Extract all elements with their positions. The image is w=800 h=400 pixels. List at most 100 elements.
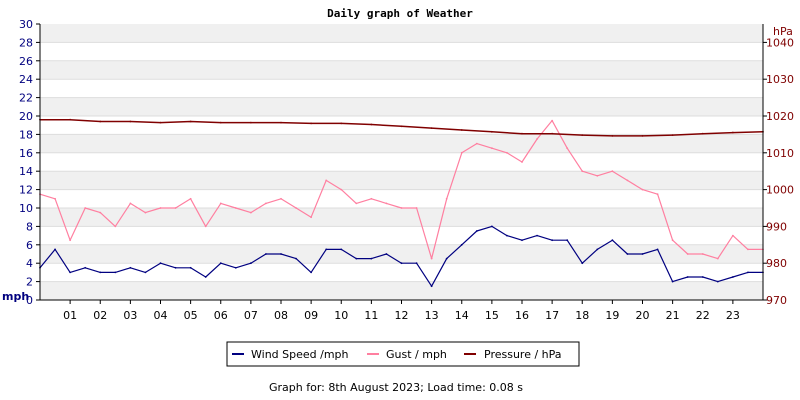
data-point-wind-speed-mph	[415, 262, 418, 265]
data-point-pressure-hpa	[731, 131, 734, 134]
x-tick-label: 17	[545, 309, 559, 322]
data-point-gust-mph	[581, 170, 584, 173]
data-point-wind-speed-mph	[189, 266, 192, 269]
data-point-wind-speed-mph	[400, 262, 403, 265]
y-tick-label: 16	[19, 147, 33, 160]
data-point-gust-mph	[701, 253, 704, 255]
legend-box	[226, 341, 580, 367]
data-point-wind-speed-mph	[445, 257, 448, 260]
data-point-gust-mph	[747, 248, 749, 251]
data-point-wind-speed-mph	[144, 271, 147, 274]
data-point-wind-speed-mph	[716, 280, 719, 283]
x-tick-label: 13	[425, 309, 439, 322]
data-point-wind-speed-mph	[219, 262, 222, 265]
data-point-wind-speed-mph	[114, 271, 117, 274]
data-point-wind-speed-mph	[84, 266, 87, 269]
data-point-wind-speed-mph	[671, 280, 674, 283]
data-point-wind-speed-mph	[460, 243, 463, 246]
y-tick-label: 18	[19, 128, 33, 141]
x-tick-label: 10	[334, 309, 348, 322]
data-point-wind-speed-mph	[265, 253, 267, 255]
data-point-gust-mph	[716, 257, 719, 260]
data-point-wind-speed-mph	[731, 276, 734, 278]
grid-bands	[40, 24, 763, 301]
data-point-gust-mph	[536, 138, 538, 140]
data-point-gust-mph	[521, 161, 523, 163]
footer-text: Graph for: 8th August 2023; Load time: 0…	[269, 381, 523, 394]
data-point-pressure-hpa	[159, 121, 162, 124]
data-point-pressure-hpa	[400, 125, 403, 128]
data-point-gust-mph	[54, 197, 56, 200]
x-tick-label: 02	[93, 309, 107, 322]
data-point-wind-speed-mph	[626, 253, 629, 255]
x-tick-label: 16	[515, 309, 529, 322]
y2-tick-label: 1010	[766, 147, 794, 160]
x-tick-label: 01	[63, 309, 77, 322]
data-point-wind-speed-mph	[490, 225, 493, 228]
data-point-gust-mph	[69, 239, 72, 242]
grid-band	[40, 24, 763, 43]
data-point-pressure-hpa	[460, 129, 463, 131]
axes: 0246810121416182022242628309709809901000…	[19, 18, 794, 322]
data-point-wind-speed-mph	[69, 271, 72, 274]
y-tick-label: 12	[19, 184, 33, 197]
data-point-wind-speed-mph	[370, 257, 373, 260]
x-tick-label: 11	[364, 309, 378, 322]
grid-band	[40, 60, 763, 80]
data-point-wind-speed-mph	[249, 262, 252, 265]
data-point-pressure-hpa	[310, 122, 313, 125]
data-point-gust-mph	[686, 253, 689, 255]
data-point-pressure-hpa	[189, 120, 192, 123]
data-point-pressure-hpa	[370, 123, 373, 126]
data-point-wind-speed-mph	[204, 276, 207, 278]
data-point-gust-mph	[310, 216, 313, 219]
grid-band	[40, 208, 763, 227]
right-axis-label: hPa	[773, 25, 793, 38]
data-point-wind-speed-mph	[566, 239, 569, 242]
data-point-gust-mph	[506, 151, 508, 154]
data-point-pressure-hpa	[129, 120, 132, 123]
data-point-wind-speed-mph	[280, 253, 282, 255]
data-point-gust-mph	[385, 202, 388, 205]
data-point-pressure-hpa	[701, 132, 704, 135]
grid-band	[40, 97, 763, 116]
data-point-wind-speed-mph	[536, 234, 538, 237]
x-tick-label: 03	[123, 309, 137, 322]
data-point-gust-mph	[596, 174, 599, 177]
data-point-gust-mph	[219, 202, 222, 205]
data-point-wind-speed-mph	[295, 257, 297, 260]
data-point-pressure-hpa	[69, 118, 72, 121]
grid-band	[40, 134, 763, 153]
y-tick-label: 4	[26, 257, 33, 270]
data-point-wind-speed-mph	[521, 239, 523, 242]
data-point-wind-speed-mph	[325, 248, 328, 251]
data-point-wind-speed-mph	[641, 253, 644, 255]
data-point-wind-speed-mph	[596, 248, 599, 251]
data-point-gust-mph	[731, 234, 734, 237]
x-tick-label: 20	[636, 309, 650, 322]
data-point-pressure-hpa	[340, 122, 343, 125]
y2-tick-label: 1000	[766, 184, 794, 197]
x-tick-label: 18	[575, 309, 589, 322]
data-point-gust-mph	[204, 225, 207, 228]
data-point-gust-mph	[460, 151, 463, 154]
data-point-gust-mph	[415, 207, 418, 209]
x-tick-label: 22	[696, 309, 710, 322]
data-point-wind-speed-mph	[310, 271, 313, 274]
y-tick-label: 0	[26, 294, 33, 307]
data-point-pressure-hpa	[521, 132, 523, 135]
data-point-gust-mph	[641, 188, 644, 191]
data-point-gust-mph	[355, 202, 358, 205]
data-point-pressure-hpa	[430, 127, 433, 130]
data-point-pressure-hpa	[551, 132, 554, 135]
data-point-gust-mph	[370, 197, 373, 200]
legend-label-pressure: Pressure / hPa	[484, 348, 562, 361]
x-tick-label: 15	[485, 309, 499, 322]
y-tick-label: 8	[26, 220, 33, 233]
data-point-gust-mph	[566, 147, 569, 150]
y2-tick-label: 980	[766, 257, 787, 270]
data-point-gust-mph	[249, 211, 252, 214]
y2-tick-label: 1040	[766, 36, 794, 49]
data-point-wind-speed-mph	[656, 248, 659, 251]
